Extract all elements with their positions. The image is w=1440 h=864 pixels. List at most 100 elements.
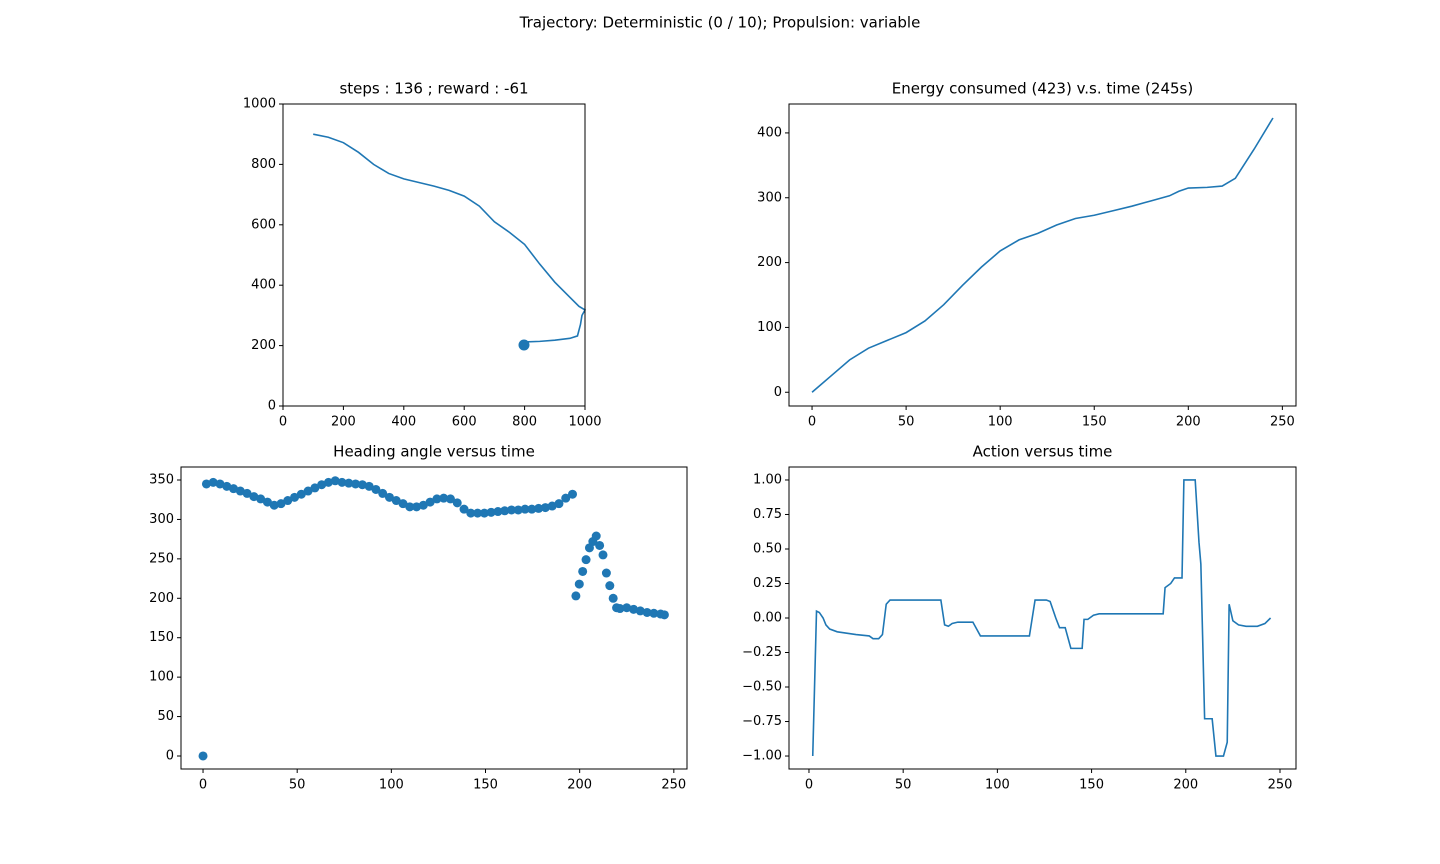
data-point — [198, 751, 208, 761]
y-tick-label: 0 — [774, 385, 782, 400]
data-point — [201, 479, 211, 489]
axes-frame — [282, 103, 586, 407]
y-tick-label: 200 — [149, 591, 174, 606]
y-tick-label: −0.25 — [742, 645, 782, 660]
data-point — [439, 493, 449, 503]
data-point — [518, 339, 530, 351]
x-tick-label: 200 — [331, 415, 356, 430]
data-point — [344, 478, 354, 488]
x-tick-label: 250 — [1268, 778, 1293, 793]
y-tick-label: 350 — [149, 473, 174, 488]
x-tick-label: 100 — [985, 778, 1010, 793]
data-point — [574, 579, 584, 589]
data-point — [581, 555, 591, 565]
data-point — [317, 480, 327, 490]
x-tick-label: 150 — [1082, 415, 1107, 430]
data-point — [598, 550, 608, 560]
data-point — [425, 497, 435, 507]
axes-title: Heading angle versus time — [333, 443, 535, 461]
data-point — [459, 504, 469, 514]
data-point — [283, 496, 293, 506]
data-point — [615, 604, 625, 614]
data-point — [351, 479, 361, 489]
x-tick-label: 0 — [279, 415, 287, 430]
x-tick-label: 250 — [1270, 415, 1295, 430]
data-point — [595, 540, 605, 550]
data-point — [296, 489, 306, 499]
x-tick-label: 250 — [661, 778, 686, 793]
data-point — [364, 481, 374, 491]
x-tick-label: 50 — [289, 778, 306, 793]
y-tick-label: −1.00 — [742, 749, 782, 764]
data-point — [452, 498, 462, 508]
y-tick-label: 150 — [149, 630, 174, 645]
data-point — [222, 481, 232, 491]
y-tick-label: 300 — [757, 190, 782, 205]
data-point — [269, 500, 279, 510]
data-point — [337, 477, 347, 487]
y-tick-label: 0 — [166, 748, 174, 763]
data-point — [371, 484, 381, 494]
axes-title: steps : 136 ; reward : -61 — [339, 80, 528, 98]
data-point — [229, 484, 239, 494]
axes-title: Action versus time — [973, 443, 1113, 461]
data-line — [811, 117, 1274, 393]
data-point — [608, 593, 618, 603]
y-tick-label: 600 — [251, 217, 276, 232]
data-point — [208, 477, 218, 487]
x-tick-label: 200 — [567, 778, 592, 793]
y-tick-label: 0.25 — [753, 576, 782, 591]
data-point — [330, 476, 340, 486]
x-tick-label: 0 — [805, 778, 813, 793]
x-tick-label: 100 — [988, 415, 1013, 430]
y-tick-label: 0.75 — [753, 507, 782, 522]
y-tick-label: 0.00 — [753, 611, 782, 626]
data-point — [384, 492, 394, 502]
data-point — [262, 497, 272, 507]
data-point — [513, 505, 523, 515]
x-tick-label: 150 — [473, 778, 498, 793]
data-point — [256, 494, 266, 504]
axes-title: Energy consumed (423) v.s. time (245s) — [892, 80, 1193, 98]
y-tick-label: 250 — [149, 551, 174, 566]
x-tick-label: 150 — [1079, 778, 1104, 793]
data-point — [215, 479, 225, 489]
data-point — [554, 499, 564, 509]
data-point — [629, 604, 639, 614]
data-point — [479, 508, 489, 518]
data-point — [357, 480, 367, 490]
data-point — [568, 489, 578, 499]
data-point — [466, 508, 476, 518]
data-point — [412, 502, 422, 512]
x-tick-label: 0 — [808, 415, 816, 430]
data-point — [506, 505, 516, 515]
data-point — [432, 494, 442, 504]
data-point — [561, 493, 571, 503]
y-tick-label: 800 — [251, 157, 276, 172]
data-point — [601, 568, 611, 578]
data-point — [303, 486, 313, 496]
data-point — [391, 496, 401, 506]
data-point — [323, 477, 333, 487]
x-tick-label: 1000 — [568, 415, 601, 430]
y-tick-label: −0.50 — [742, 680, 782, 695]
x-tick-label: 800 — [512, 415, 537, 430]
x-tick-label: 0 — [199, 778, 207, 793]
x-tick-label: 200 — [1176, 415, 1201, 430]
data-point — [405, 502, 415, 512]
data-point — [571, 591, 581, 601]
data-point — [445, 494, 455, 504]
data-point — [500, 506, 510, 516]
figure-title: Trajectory: Deterministic (0 / 10); Prop… — [519, 14, 921, 32]
data-line — [811, 479, 1272, 757]
data-point — [540, 503, 550, 513]
data-point — [642, 607, 652, 617]
y-tick-label: 50 — [157, 709, 174, 724]
data-point — [591, 531, 601, 541]
data-point — [635, 606, 645, 616]
data-point — [242, 488, 252, 498]
x-tick-label: 100 — [379, 778, 404, 793]
data-point — [276, 499, 286, 509]
data-point — [235, 486, 245, 496]
